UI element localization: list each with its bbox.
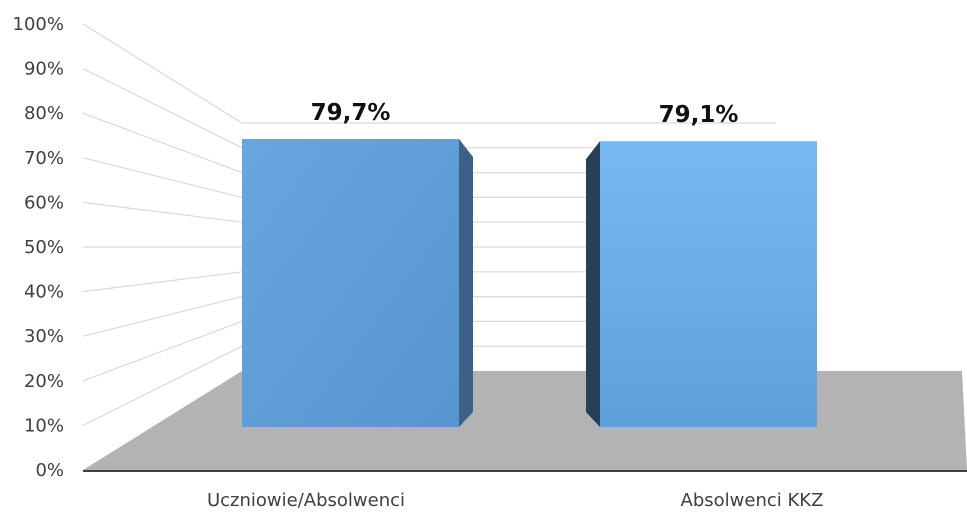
y-tick-label: 80%	[24, 103, 64, 124]
y-tick-label: 30%	[24, 326, 64, 347]
y-tick-label: 40%	[24, 282, 64, 303]
bar-1	[242, 139, 459, 427]
gridline-side	[82, 345, 243, 426]
bar-2	[600, 141, 817, 427]
y-tick-label: 10%	[24, 415, 64, 436]
gridline-side	[82, 320, 243, 382]
y-tick-label: 70%	[24, 148, 64, 169]
gridline-side	[82, 296, 243, 337]
data-labels: 79,7% 79,1%	[311, 100, 739, 128]
gridline-side	[82, 23, 243, 124]
y-tick-label: 0%	[35, 460, 64, 481]
y-tick-label: 100%	[13, 14, 64, 35]
bars	[242, 139, 817, 427]
gridline-side	[82, 201, 243, 223]
y-tick-label: 60%	[24, 192, 64, 213]
bar-side-2	[586, 141, 600, 427]
gridline-side	[82, 68, 243, 149]
data-label-1: 79,7%	[311, 100, 391, 126]
floor-plane	[83, 371, 967, 470]
category-label-1: Uczniowie/Absolwenci	[207, 490, 405, 511]
bar-side-1	[459, 139, 473, 427]
y-tick-label: 90%	[24, 59, 64, 80]
y-tick-label: 50%	[24, 237, 64, 258]
gridline-side	[82, 157, 243, 198]
y-tick-label: 20%	[24, 371, 64, 392]
data-label-2: 79,1%	[659, 102, 739, 128]
gridline-side	[82, 271, 243, 293]
y-axis-ticks: 0% 10% 20% 30% 40% 50% 60% 70% 80% 90% 100%	[13, 14, 64, 481]
chart-floor	[83, 371, 967, 472]
x-axis-categories: Uczniowie/Absolwenci Absolwenci KKZ	[207, 490, 823, 511]
category-label-2: Absolwenci KKZ	[681, 490, 824, 511]
gridline-side	[82, 112, 243, 174]
